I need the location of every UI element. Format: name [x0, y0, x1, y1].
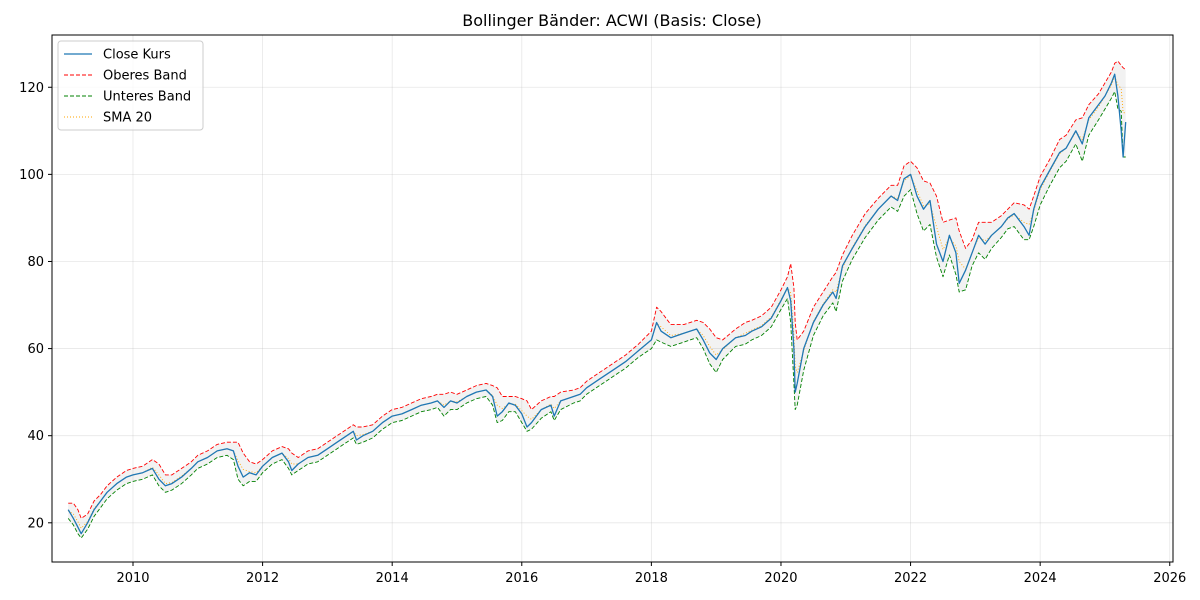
grid-layer [52, 35, 1173, 562]
y-tick-label: 40 [27, 429, 44, 444]
x-tick-label: 2012 [246, 571, 279, 586]
y-tick-label: 120 [19, 81, 44, 96]
series-line-lower [67, 91, 1126, 539]
plot-frame [51, 34, 1174, 563]
x-tick-label: 2026 [1153, 571, 1186, 586]
y-tick-label: 20 [27, 516, 44, 531]
y-tick-label: 100 [19, 168, 44, 183]
legend-box [57, 40, 204, 131]
legend: Close Kurs Oberes Band Unteres Band SMA 20 [57, 40, 204, 131]
series-line-upper [68, 60, 1126, 519]
x-tick-label: 2022 [894, 571, 927, 586]
y-tick-label: 80 [27, 255, 44, 270]
y-tick-label: 60 [27, 342, 44, 357]
x-tick-label: 2024 [1024, 571, 1057, 586]
legend-label-lower: Unteres Band [103, 90, 191, 105]
x-tick-label: 2014 [376, 571, 409, 586]
x-tick-label: 2020 [764, 571, 797, 586]
series-line-close [67, 73, 1127, 535]
x-tick-label: 2018 [635, 571, 668, 586]
legend-label-sma: SMA 20 [103, 111, 152, 126]
x-tick-label: 2016 [505, 571, 538, 586]
legend-label-close: Close Kurs [103, 48, 171, 63]
x-tick-label: 2010 [116, 571, 149, 586]
chart-title: Bollinger Bänder: ACWI (Basis: Close) [462, 11, 762, 30]
legend-label-upper: Oberes Band [103, 69, 187, 84]
series-layer [67, 60, 1127, 539]
tick-layer: 2010 2012 2014 2016 2018 2020 2022 2024 2026 20 40… [19, 81, 1186, 586]
